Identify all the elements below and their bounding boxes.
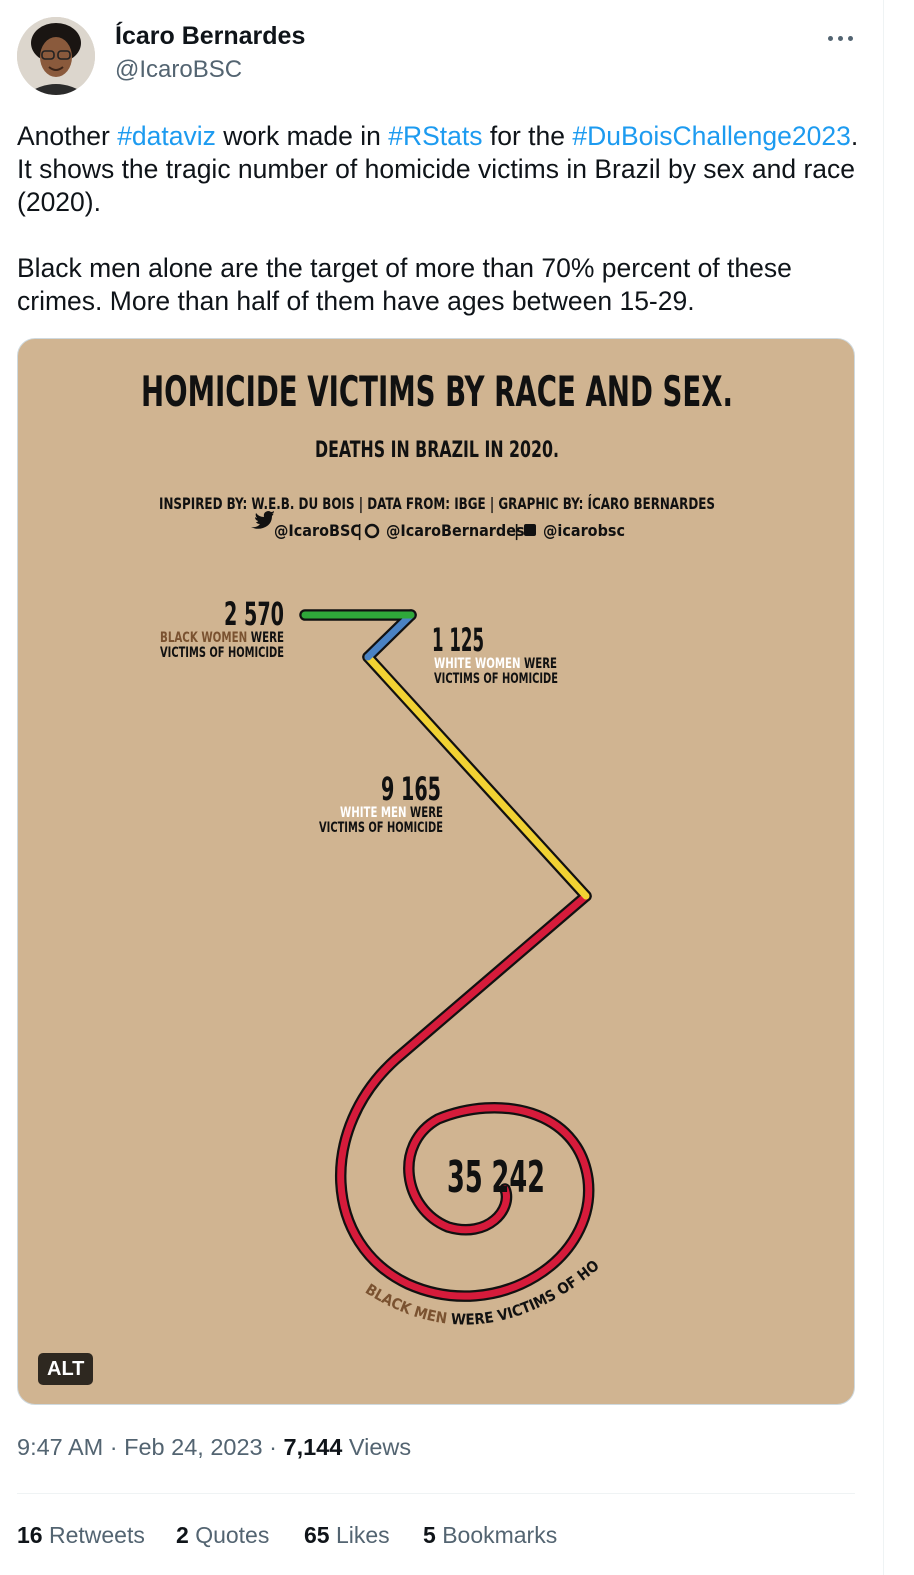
hashtag-link[interactable]: #DuBoisChallenge2023 — [572, 121, 851, 151]
chart-social-credits: @IcaroBSC | @IcaroBernardes | @icarobsc — [251, 511, 625, 541]
value-white-women: 1 125 — [432, 621, 484, 659]
spiral-segment-white-men — [364, 653, 590, 900]
credit-github-handle: @IcaroBernardes — [386, 521, 525, 540]
tweet-media[interactable]: HOMICIDE VICTIMS BY RACE AND SEX. DEATHS… — [17, 338, 855, 1405]
more-dots-icon — [828, 36, 833, 41]
value-white-men: 9 165 — [381, 770, 441, 808]
display-name[interactable]: Ícaro Bernardes — [115, 22, 306, 50]
credit-linkedin-handle: @icarobsc — [543, 521, 625, 540]
tweet-text-segment: work made in — [215, 121, 389, 151]
tweet-text-segment: . It shows the tragic number of homicide… — [17, 121, 859, 316]
label-black-women: 2 570 BLACK WOMEN WERE VICTIMS OF HOMICI… — [160, 595, 284, 661]
category-white-women: WHITE WOMEN — [434, 656, 520, 672]
label-white-men: 9 165 WHITE MEN WERE VICTIMS OF HOMICIDE — [319, 770, 443, 836]
credit-twitter-handle: @IcaroBSC — [274, 521, 361, 540]
spiral-segment-black-men — [337, 892, 593, 1300]
divider — [17, 1493, 855, 1494]
avatar[interactable] — [17, 17, 95, 95]
spiral-segment-black-men-outline — [335, 890, 595, 1302]
twitter-icon — [251, 511, 274, 529]
spiral-segment-white-women — [364, 611, 415, 661]
user-handle[interactable]: @IcaroBSC — [115, 56, 243, 83]
views-count: 7,144 — [283, 1434, 343, 1460]
tweet-date[interactable]: Feb 24, 2023 — [124, 1434, 263, 1460]
user-avatar-icon — [17, 17, 95, 95]
tweet-text-segment: for the — [482, 121, 573, 151]
value-black-women: 2 570 — [224, 595, 284, 633]
label-black-men: 35 242 BLACK MEN WERE VICTIMS OF HOMICID… — [18, 339, 603, 1329]
svg-text:VICTIMS OF HOMICIDE: VICTIMS OF HOMICIDE — [434, 671, 558, 687]
svg-text:|: | — [514, 521, 519, 541]
svg-text:|: | — [357, 521, 362, 541]
timeline-divider — [883, 0, 884, 1575]
linkedin-icon — [524, 524, 536, 536]
svg-text:WHITE WOMEN WERE: WHITE WOMEN WERE — [434, 656, 557, 672]
tweet-text: Another #dataviz work made in #RStats fo… — [17, 120, 867, 318]
chart-subtitle: DEATHS IN BRAZIL IN 2020. — [315, 438, 559, 463]
svg-text:VICTIMS OF HOMICIDE: VICTIMS OF HOMICIDE — [319, 820, 443, 836]
tweet-time[interactable]: 9:47 AM — [17, 1434, 104, 1460]
label-white-women: 1 125 WHITE WOMEN WERE VICTIMS OF HOMICI… — [432, 621, 558, 687]
tweet-metadata: 9:47 AM · Feb 24, 2023 · 7,144 Views — [17, 1434, 412, 1460]
chart-credits: INSPIRED BY: W.E.B. DU BOIS | DATA FROM:… — [159, 494, 715, 514]
more-options-button[interactable] — [822, 26, 862, 50]
tweet-text-segment: Another — [17, 121, 118, 151]
svg-text:VICTIMS OF HOMICIDE: VICTIMS OF HOMICIDE — [160, 645, 284, 661]
spiral-chart: HOMICIDE VICTIMS BY RACE AND SEX. DEATHS… — [18, 339, 733, 1329]
likes-stat[interactable]: 65 Likes — [304, 1522, 390, 1548]
retweets-stat[interactable]: 16 Retweets — [17, 1522, 145, 1548]
quotes-stat[interactable]: 2 Quotes — [176, 1522, 270, 1548]
views-label: Views — [348, 1434, 412, 1460]
svg-text:WHITE MEN WERE: WHITE MEN WERE — [340, 805, 443, 821]
svg-text:BLACK WOMEN WERE: BLACK WOMEN WERE — [160, 630, 284, 646]
chart-title: HOMICIDE VICTIMS BY RACE AND SEX. — [141, 367, 733, 416]
category-white-men: WHITE MEN — [340, 805, 407, 821]
value-black-men: 35 242 — [447, 1152, 545, 1203]
hashtag-link[interactable]: #RStats — [388, 121, 483, 151]
bookmarks-stat[interactable]: 5 Bookmarks — [423, 1522, 558, 1548]
hashtag-link[interactable]: #dataviz — [117, 121, 216, 151]
github-icon — [364, 523, 380, 539]
category-black-women: BLACK WOMEN — [160, 630, 247, 646]
alt-text-badge[interactable]: ALT — [38, 1353, 94, 1385]
